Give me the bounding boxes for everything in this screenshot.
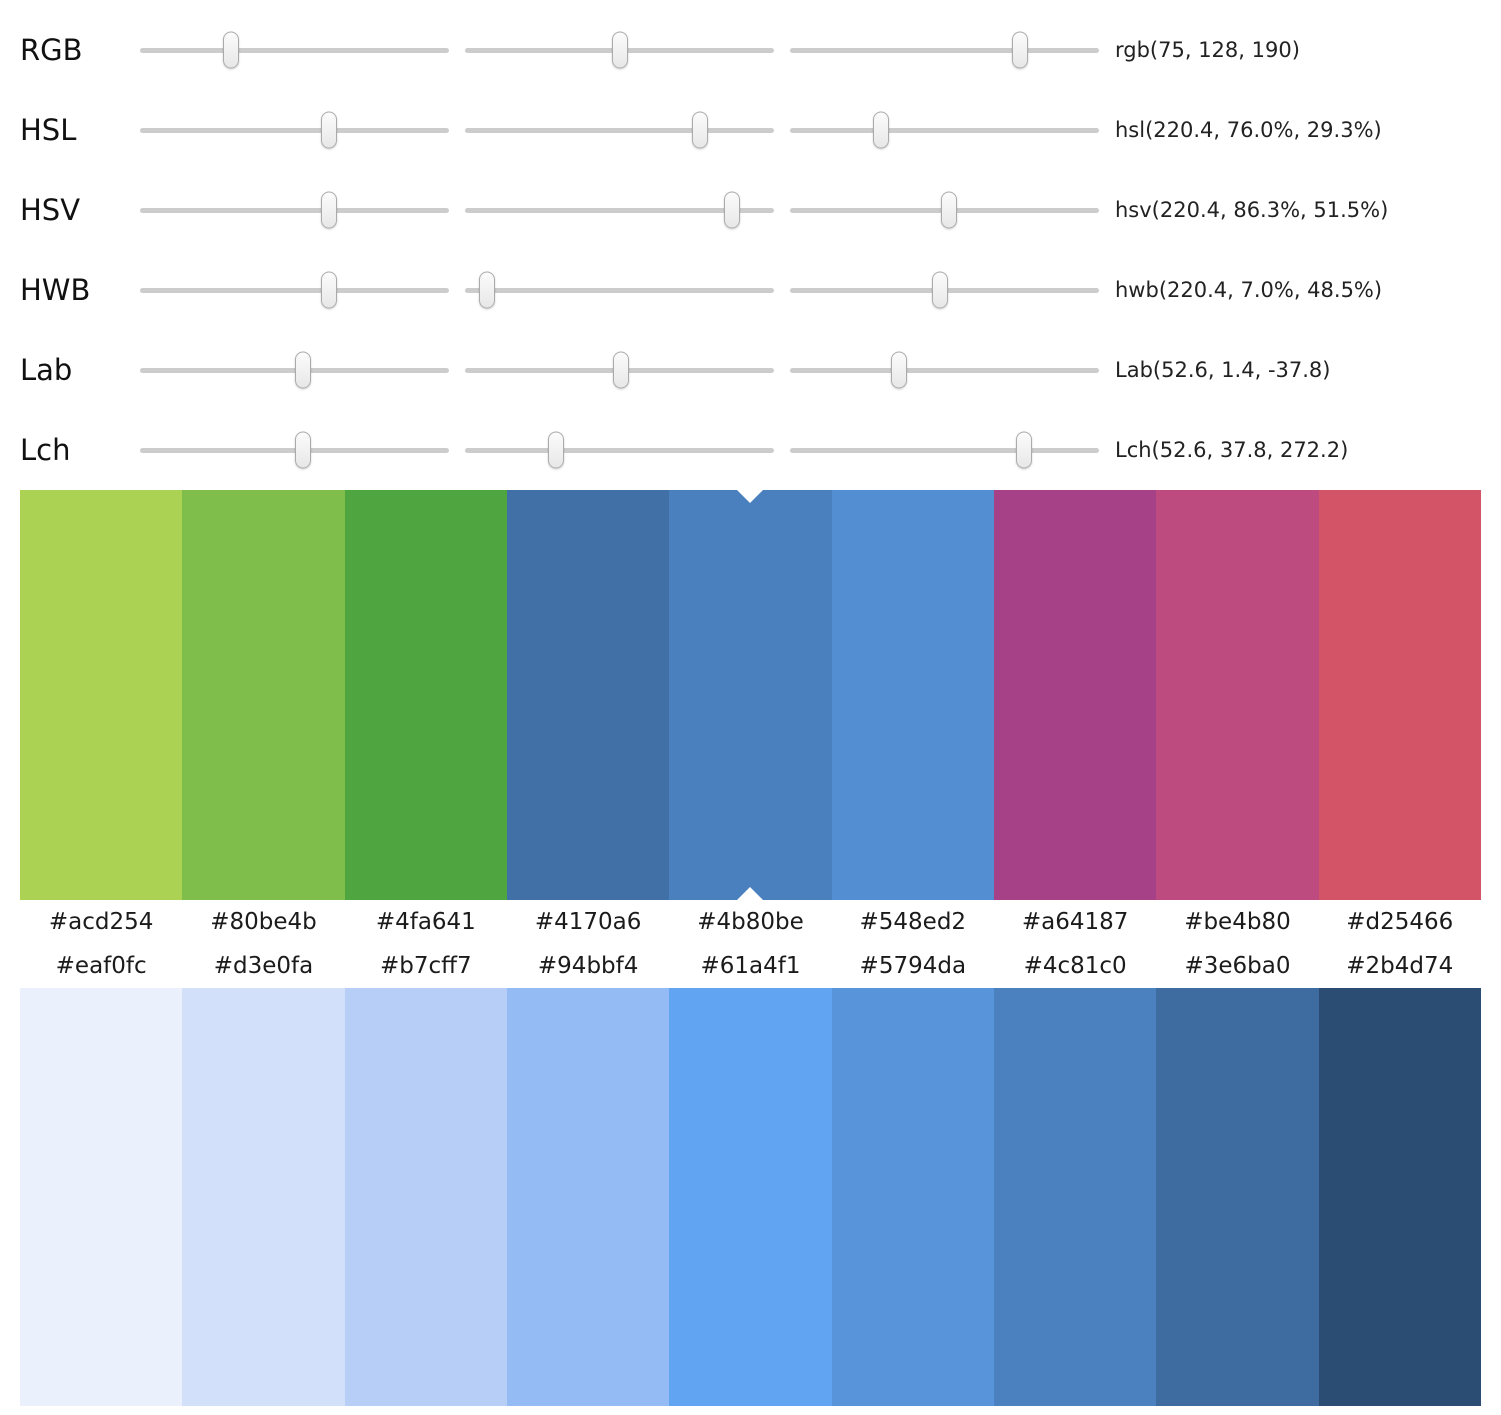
- hwb-slider-track-3[interactable]: [790, 271, 1099, 309]
- slider-row-hsv: HSV hsv(220.4, 86.3%, 51.5%): [20, 170, 1481, 250]
- hsl-slider-track-3[interactable]: [790, 111, 1099, 149]
- hex-label: #5794da: [859, 953, 967, 979]
- lch-slider-track-2[interactable]: [465, 431, 774, 469]
- lab-slider-track-1[interactable]: [140, 351, 449, 389]
- slider-thumb[interactable]: [941, 191, 958, 229]
- slider-thumb[interactable]: [890, 351, 907, 389]
- hex-label: #be4b80: [1184, 909, 1291, 935]
- hsv-slider-track-3[interactable]: [790, 191, 1099, 229]
- slider-thumb[interactable]: [294, 431, 311, 469]
- hwb-slider-track-2[interactable]: [465, 271, 774, 309]
- hex-label: #4170a6: [534, 909, 642, 935]
- slider-thumb[interactable]: [548, 431, 565, 469]
- palette-strip-bottom: [20, 988, 1481, 1406]
- top-swatch[interactable]: [1318, 490, 1481, 900]
- rgb-slider-track-1[interactable]: [140, 31, 449, 69]
- hsl-slider-track-2[interactable]: [465, 111, 774, 149]
- hex-label: #a64187: [1021, 909, 1129, 935]
- top-swatch[interactable]: [993, 490, 1157, 900]
- hex-labels-bottom: #eaf0fc #d3e0fa #b7cff7 #94bbf4 #61a4f1 …: [20, 944, 1481, 988]
- lab-slider-track-3[interactable]: [790, 351, 1099, 389]
- hex-label: #61a4f1: [700, 953, 801, 979]
- hex-label: #80be4b: [210, 909, 317, 935]
- colorspace-label: Lab: [20, 353, 73, 387]
- hex-label: #acd254: [48, 909, 154, 935]
- slider-thumb[interactable]: [294, 351, 311, 389]
- hex-label: #548ed2: [859, 909, 967, 935]
- slider-thumb[interactable]: [723, 191, 740, 229]
- bottom-swatch[interactable]: [1318, 988, 1481, 1406]
- hex-label: #2b4d74: [1346, 953, 1454, 979]
- bottom-swatch[interactable]: [506, 988, 670, 1406]
- color-value-lab: Lab(52.6, 1.4, -37.8): [1115, 358, 1331, 382]
- colorspace-label: HSV: [20, 193, 81, 227]
- colorspace-label: Lch: [20, 433, 71, 467]
- hex-label: #4fa641: [375, 909, 476, 935]
- slider-thumb[interactable]: [613, 351, 630, 389]
- top-swatch[interactable]: [344, 490, 507, 900]
- hsl-slider-track-1[interactable]: [140, 111, 449, 149]
- slider-panel: RGB rgb(75, 128, 190) HSL hsl(220.4, 76.…: [0, 0, 1501, 490]
- slider-row-rgb: RGB rgb(75, 128, 190): [20, 10, 1481, 90]
- lch-slider-track-3[interactable]: [790, 431, 1099, 469]
- hex-label: #eaf0fc: [55, 953, 147, 979]
- lch-slider-track-1[interactable]: [140, 431, 449, 469]
- bottom-swatch[interactable]: [20, 988, 183, 1406]
- selected-marker-bottom-icon: [737, 887, 764, 900]
- top-swatch[interactable]: [20, 490, 183, 900]
- hex-label: #3e6ba0: [1184, 953, 1291, 979]
- hex-label: #94bbf4: [537, 953, 639, 979]
- hex-label: #b7cff7: [380, 953, 472, 979]
- bottom-swatch[interactable]: [993, 988, 1157, 1406]
- top-swatch[interactable]: [506, 490, 670, 900]
- rgb-slider-track-2[interactable]: [465, 31, 774, 69]
- selected-marker-top-icon: [737, 490, 764, 503]
- hex-label: #4c81c0: [1023, 953, 1127, 979]
- bottom-swatch[interactable]: [344, 988, 507, 1406]
- slider-thumb[interactable]: [478, 271, 495, 309]
- hex-labels-top: #acd254 #80be4b #4fa641 #4170a6 #4b80be …: [20, 900, 1481, 944]
- slider-thumb[interactable]: [222, 31, 239, 69]
- hex-label: #d25466: [1346, 909, 1454, 935]
- bottom-swatch[interactable]: [669, 988, 832, 1406]
- slider-thumb[interactable]: [321, 271, 338, 309]
- slider-thumb[interactable]: [1015, 431, 1032, 469]
- color-value-hsv: hsv(220.4, 86.3%, 51.5%): [1115, 198, 1389, 222]
- lab-slider-track-2[interactable]: [465, 351, 774, 389]
- colorspace-label: HWB: [20, 273, 91, 307]
- slider-thumb[interactable]: [321, 111, 338, 149]
- rgb-slider-track-3[interactable]: [790, 31, 1099, 69]
- color-value-lch: Lch(52.6, 37.8, 272.2): [1115, 438, 1349, 462]
- bottom-swatch[interactable]: [831, 988, 994, 1406]
- palette-strip-top: [20, 490, 1481, 900]
- color-value-hwb: hwb(220.4, 7.0%, 48.5%): [1115, 278, 1383, 302]
- slider-thumb[interactable]: [1012, 31, 1029, 69]
- slider-row-hwb: HWB hwb(220.4, 7.0%, 48.5%): [20, 250, 1481, 330]
- bottom-swatch[interactable]: [182, 988, 345, 1406]
- color-value-rgb: rgb(75, 128, 190): [1115, 38, 1300, 62]
- top-swatch-selected[interactable]: [669, 490, 832, 900]
- colorspace-label: HSL: [20, 113, 77, 147]
- top-swatch[interactable]: [1156, 490, 1319, 900]
- slider-row-lab: Lab Lab(52.6, 1.4, -37.8): [20, 330, 1481, 410]
- hex-label: #d3e0fa: [213, 953, 314, 979]
- slider-thumb[interactable]: [321, 191, 338, 229]
- colorspace-label: RGB: [20, 33, 83, 67]
- top-swatch[interactable]: [182, 490, 345, 900]
- slider-thumb[interactable]: [931, 271, 948, 309]
- slider-row-hsl: HSL hsl(220.4, 76.0%, 29.3%): [20, 90, 1481, 170]
- hwb-slider-track-1[interactable]: [140, 271, 449, 309]
- bottom-swatch[interactable]: [1156, 988, 1319, 1406]
- top-swatch[interactable]: [831, 490, 994, 900]
- slider-thumb[interactable]: [872, 111, 889, 149]
- hex-label: #4b80be: [697, 909, 804, 935]
- slider-thumb[interactable]: [612, 31, 629, 69]
- hsv-slider-track-2[interactable]: [465, 191, 774, 229]
- slider-thumb[interactable]: [691, 111, 708, 149]
- slider-row-lch: Lch Lch(52.6, 37.8, 272.2): [20, 410, 1481, 490]
- color-value-hsl: hsl(220.4, 76.0%, 29.3%): [1115, 118, 1382, 142]
- hsv-slider-track-1[interactable]: [140, 191, 449, 229]
